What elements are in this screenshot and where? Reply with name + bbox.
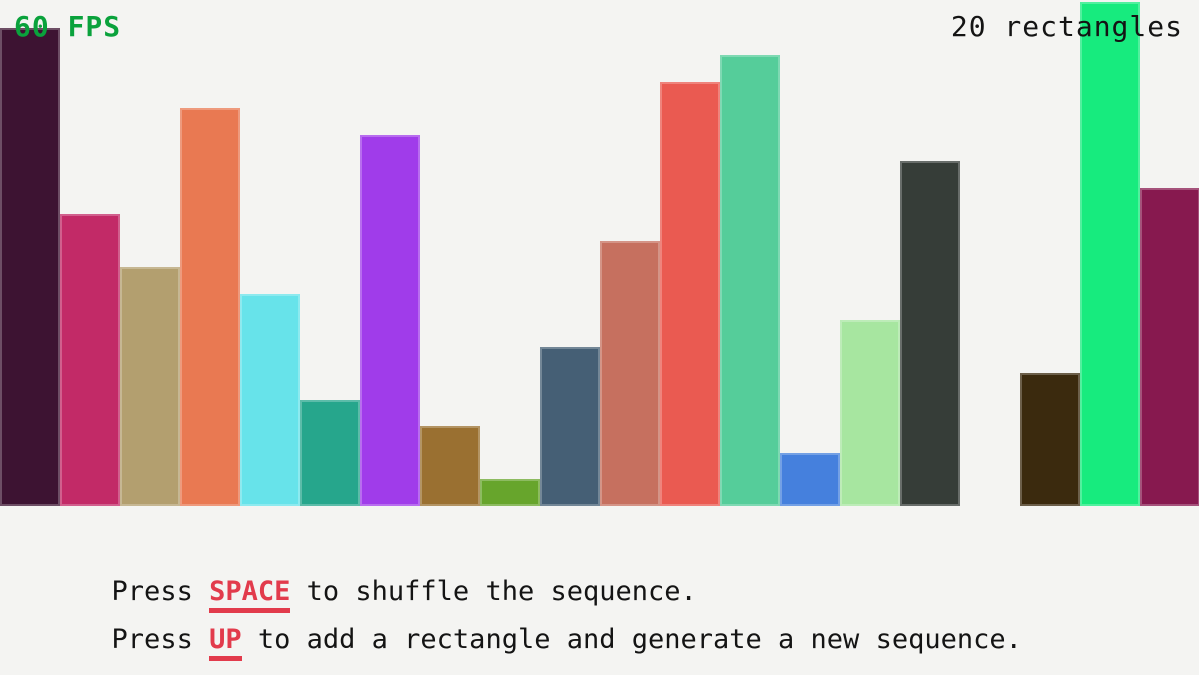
rectangle-count: 20 rectangles [950, 10, 1183, 43]
key-space: SPACE [209, 576, 291, 613]
instruction-remove: Press DOWN to remove a rectangle and gen… [14, 616, 1103, 675]
sequence-bar [360, 135, 420, 506]
sequence-bar [60, 214, 120, 506]
fps-counter: 60 FPS [14, 10, 122, 43]
instructions: Press SPACE to shuffle the sequence. Pre… [14, 520, 1103, 675]
sequence-bar [840, 320, 900, 506]
instruction-prefix: Press [111, 624, 210, 655]
instruction-suffix: to shuffle the sequence. [290, 576, 697, 607]
key-up: UP [209, 624, 242, 661]
sequence-bar [540, 347, 600, 506]
sequence-bar [180, 108, 240, 506]
sequence-bar [1020, 373, 1080, 506]
sequence-bar [120, 267, 180, 506]
sequence-bar [300, 400, 360, 506]
sequence-bar [660, 82, 720, 506]
sequence-bar [0, 28, 60, 506]
sequence-bar [240, 294, 300, 506]
instruction-prefix: Press [111, 576, 210, 607]
sequence-bar [420, 426, 480, 506]
instruction-suffix: to remove a rectangle and generate a new… [274, 672, 1103, 675]
instruction-shuffle: Press SPACE to shuffle the sequence. [14, 520, 1103, 613]
sequence-bar [1140, 188, 1199, 506]
instruction-add: Press UP to add a rectangle and generate… [14, 568, 1103, 661]
sequence-bar [480, 479, 540, 506]
sequence-bar [720, 55, 780, 506]
bar-chart [0, 2, 1199, 506]
sequence-bar [780, 453, 840, 506]
sequence-bar [600, 241, 660, 506]
instruction-suffix: to add a rectangle and generate a new se… [241, 624, 1022, 655]
key-down: DOWN [209, 672, 275, 675]
sequence-bar [900, 161, 960, 506]
sequence-bar [1080, 2, 1140, 506]
instruction-prefix: Press [112, 672, 210, 675]
